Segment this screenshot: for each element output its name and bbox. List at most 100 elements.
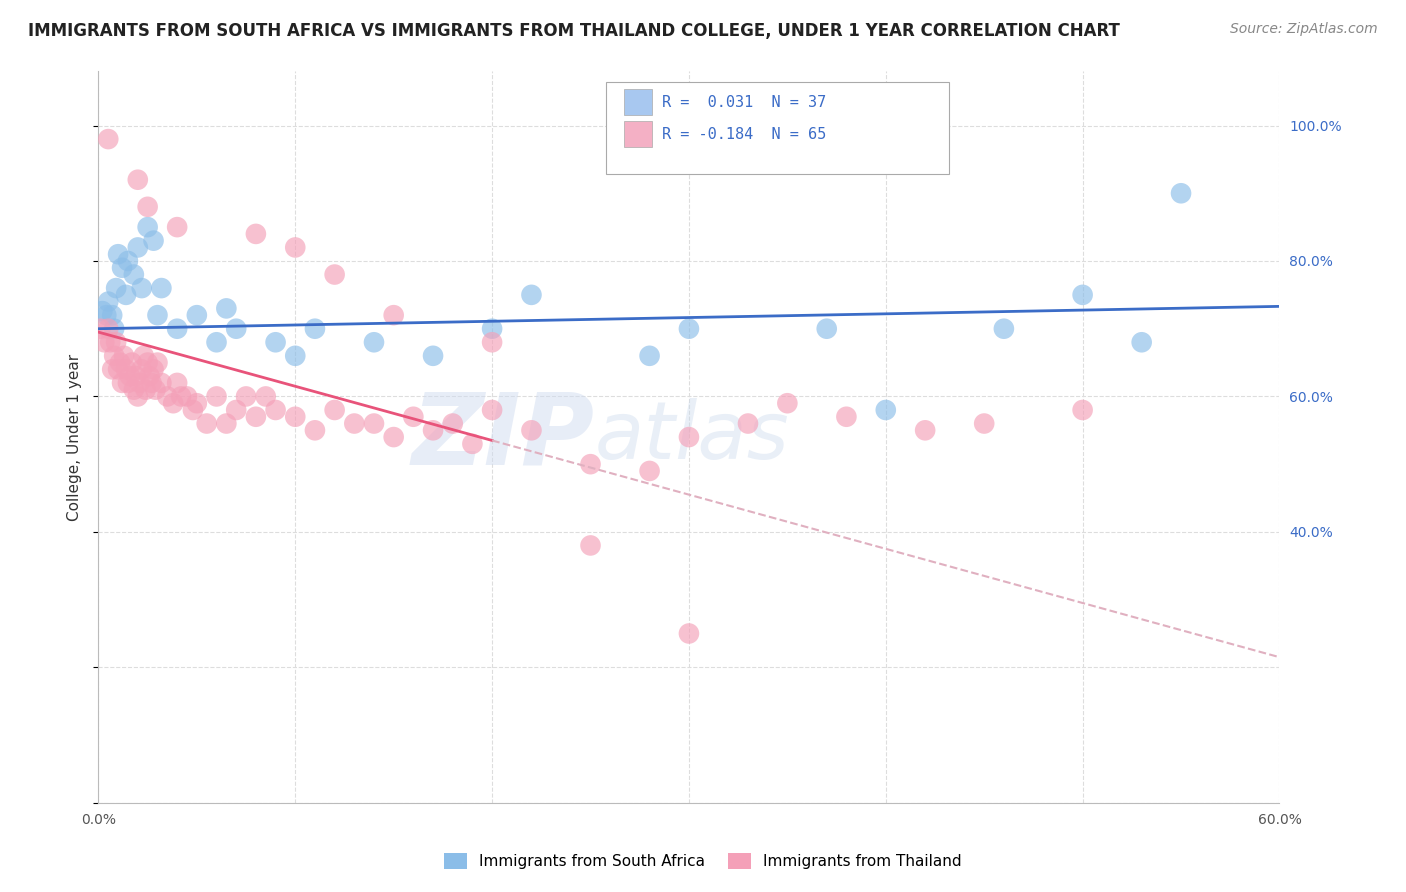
Point: [520, 423, 543, 437]
Point: [579, 457, 602, 471]
Point: [150, 281, 173, 295]
Point: [162, 396, 184, 410]
Point: [737, 417, 759, 431]
Point: [127, 389, 149, 403]
Point: [103, 349, 125, 363]
Point: [363, 417, 385, 431]
Point: [1071, 403, 1094, 417]
Point: [121, 355, 143, 369]
Legend: Immigrants from South Africa, Immigrants from Thailand: Immigrants from South Africa, Immigrants…: [439, 847, 967, 875]
FancyBboxPatch shape: [624, 121, 652, 147]
Point: [186, 396, 208, 410]
Point: [304, 423, 326, 437]
Point: [136, 220, 159, 235]
Point: [128, 376, 150, 390]
Point: [215, 417, 238, 431]
Point: [520, 288, 543, 302]
Point: [402, 409, 425, 424]
Point: [1071, 288, 1094, 302]
Point: [993, 322, 1015, 336]
Point: [875, 403, 897, 417]
Point: [363, 335, 385, 350]
Point: [235, 389, 257, 403]
Point: [914, 423, 936, 437]
Point: [115, 362, 138, 376]
Point: [101, 362, 124, 376]
Point: [441, 417, 464, 431]
Point: [117, 254, 139, 268]
Point: [131, 281, 153, 295]
Point: [776, 396, 799, 410]
FancyBboxPatch shape: [606, 82, 949, 174]
Point: [141, 376, 163, 390]
Point: [98, 335, 121, 350]
Point: [284, 349, 307, 363]
Point: [323, 403, 346, 417]
Point: [115, 288, 138, 302]
Point: [205, 389, 228, 403]
Point: [579, 538, 602, 552]
Point: [117, 376, 139, 390]
Point: [122, 268, 145, 282]
Point: [304, 322, 326, 336]
Point: [481, 403, 503, 417]
Point: [638, 464, 661, 478]
Point: [638, 349, 661, 363]
Point: [96, 308, 118, 322]
Point: [101, 308, 124, 322]
Point: [245, 227, 267, 241]
Text: atlas: atlas: [595, 398, 789, 476]
Text: Source: ZipAtlas.com: Source: ZipAtlas.com: [1230, 22, 1378, 37]
Point: [678, 430, 700, 444]
Point: [118, 369, 141, 384]
Point: [111, 260, 134, 275]
Point: [105, 281, 128, 295]
Text: IMMIGRANTS FROM SOUTH AFRICA VS IMMIGRANTS FROM THAILAND COLLEGE, UNDER 1 YEAR C: IMMIGRANTS FROM SOUTH AFRICA VS IMMIGRAN…: [28, 22, 1121, 40]
Point: [105, 335, 128, 350]
Point: [1130, 335, 1153, 350]
Point: [93, 335, 115, 350]
Point: [1170, 186, 1192, 201]
Point: [181, 403, 204, 417]
Point: [138, 369, 160, 384]
Point: [815, 322, 838, 336]
Point: [127, 240, 149, 254]
Point: [166, 322, 188, 336]
Point: [382, 308, 405, 322]
Point: [97, 132, 120, 146]
Point: [122, 383, 145, 397]
Point: [107, 362, 129, 376]
Point: [225, 403, 247, 417]
Point: [245, 409, 267, 424]
Point: [166, 376, 188, 390]
Point: [284, 409, 307, 424]
Point: [170, 389, 193, 403]
Point: [382, 430, 405, 444]
Point: [136, 355, 159, 369]
Point: [131, 362, 153, 376]
Point: [156, 389, 179, 403]
Point: [461, 437, 484, 451]
Point: [108, 355, 131, 369]
Point: [142, 362, 165, 376]
Point: [166, 220, 188, 235]
Point: [111, 376, 134, 390]
Point: [225, 322, 247, 336]
Point: [136, 200, 159, 214]
Point: [215, 301, 238, 316]
Point: [91, 304, 114, 318]
Point: [973, 417, 995, 431]
Point: [107, 247, 129, 261]
Point: [254, 389, 277, 403]
Point: [678, 626, 700, 640]
Point: [284, 240, 307, 254]
Y-axis label: College, Under 1 year: College, Under 1 year: [66, 353, 82, 521]
Point: [142, 234, 165, 248]
Point: [112, 349, 135, 363]
Text: R =  0.031  N = 37: R = 0.031 N = 37: [662, 95, 827, 110]
Point: [481, 322, 503, 336]
Point: [176, 389, 198, 403]
Point: [422, 423, 444, 437]
Point: [146, 355, 169, 369]
FancyBboxPatch shape: [624, 89, 652, 115]
